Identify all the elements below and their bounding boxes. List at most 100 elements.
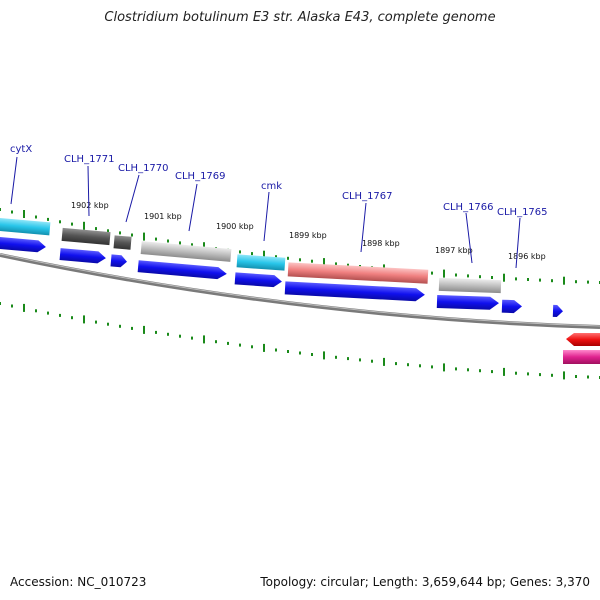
minor-tick [587,280,589,284]
gene-label-clh1767[interactable]: CLH_1767 [342,191,393,202]
minor-tick [239,343,241,347]
minor-tick [359,358,361,362]
minor-tick [287,350,289,353]
cds-arrow[interactable] [110,254,128,268]
minor-tick [575,375,577,378]
cds-arrow[interactable] [501,299,522,314]
minor-tick [119,324,121,328]
minor-tick [47,217,49,221]
gene-label-clh1771[interactable]: CLH_1771 [64,154,115,165]
minor-tick [275,348,277,352]
minor-tick [167,239,169,243]
minor-tick [71,222,73,226]
major-tick [143,325,145,334]
minor-tick [467,274,469,278]
minor-tick [59,220,61,224]
gene-label-clh1765[interactable]: CLH_1765 [497,207,548,218]
gene-feature-clh1766[interactable] [438,277,502,294]
minor-tick [311,259,313,263]
minor-tick [11,304,13,308]
gene-label-clh1766[interactable]: CLH_1766 [443,202,494,213]
major-tick [263,343,265,352]
tick-marks-lower [0,302,600,380]
gene-feature-cytX[interactable] [0,217,51,236]
map-title: Clostridium botulinum E3 str. Alaska E43… [104,10,496,25]
major-tick [203,242,205,251]
tick-label: 1898 kbp [362,239,400,248]
major-tick [443,363,445,372]
minor-tick [467,368,469,372]
major-tick [443,269,445,278]
minor-tick [191,336,193,340]
minor-tick [0,208,1,211]
minor-tick [575,280,577,284]
cds-track-forward [0,236,563,317]
gene-feature-reverse[interactable] [563,350,600,364]
tick-labels: 1902 kbp 1901 kbp 1900 kbp 1899 kbp 1898… [71,201,546,261]
major-tick [563,276,565,285]
cds-arrow[interactable] [0,236,46,253]
minor-tick [215,340,217,344]
minor-tick [515,371,517,375]
minor-tick [491,276,493,279]
minor-tick [179,241,181,245]
minor-tick [179,334,181,338]
minor-tick [587,375,589,379]
minor-tick [455,273,457,277]
gene-feature-cmk[interactable] [236,254,286,271]
major-tick [563,371,565,380]
gene-feature-clh1769[interactable] [140,241,232,262]
minor-tick [299,258,301,262]
minor-tick [35,215,37,219]
cds-arrow-reverse[interactable] [566,333,600,346]
cds-arrow[interactable] [552,304,563,317]
major-tick [143,232,145,241]
minor-tick [479,275,481,279]
tick-label: 1901 kbp [144,212,182,221]
minor-tick [539,278,541,282]
tick-label: 1897 kbp [435,246,473,255]
minor-tick [107,322,109,326]
accession-text: Accession: NC_010723 [10,575,147,589]
major-tick [263,250,265,259]
gene-feature-clh1771[interactable] [61,227,111,246]
minor-tick [59,313,61,317]
minor-tick [551,279,553,283]
minor-tick [95,320,97,324]
minor-tick [47,311,49,315]
minor-tick [167,332,169,336]
minor-tick [419,364,421,368]
label-leaders [10,156,521,269]
minor-tick [347,263,349,267]
gene-label-clh1769[interactable]: CLH_1769 [175,171,226,182]
gene-label-clh1770[interactable]: CLH_1770 [118,163,169,174]
cds-arrow[interactable] [284,281,425,302]
gene-label-cytX[interactable]: cytX [10,144,32,155]
minor-tick [239,250,241,254]
minor-tick [371,359,373,363]
gene-feature-clh1767[interactable] [287,262,429,284]
minor-tick [515,277,517,281]
minor-tick [0,302,1,305]
gene-label-cmk[interactable]: cmk [261,181,282,192]
major-tick [23,210,25,218]
cds-arrow[interactable] [137,260,228,280]
minor-tick [335,355,337,359]
minor-tick [527,278,529,281]
cds-arrow[interactable] [436,294,499,310]
minor-tick [311,353,313,356]
cds-arrow[interactable] [59,248,107,264]
minor-tick [287,256,289,260]
gene-feature-clh1770[interactable] [113,235,132,250]
minor-tick [347,357,349,361]
minor-tick [251,345,253,349]
minor-tick [491,370,493,374]
minor-tick [35,309,37,313]
minor-tick [455,367,457,371]
gene-labels: cytX CLH_1771 CLH_1770 CLH_1769 cmk CLH_… [10,144,548,218]
minor-tick [551,373,553,377]
major-tick [203,335,205,344]
cds-arrow[interactable] [234,272,283,288]
minor-tick [275,255,277,259]
